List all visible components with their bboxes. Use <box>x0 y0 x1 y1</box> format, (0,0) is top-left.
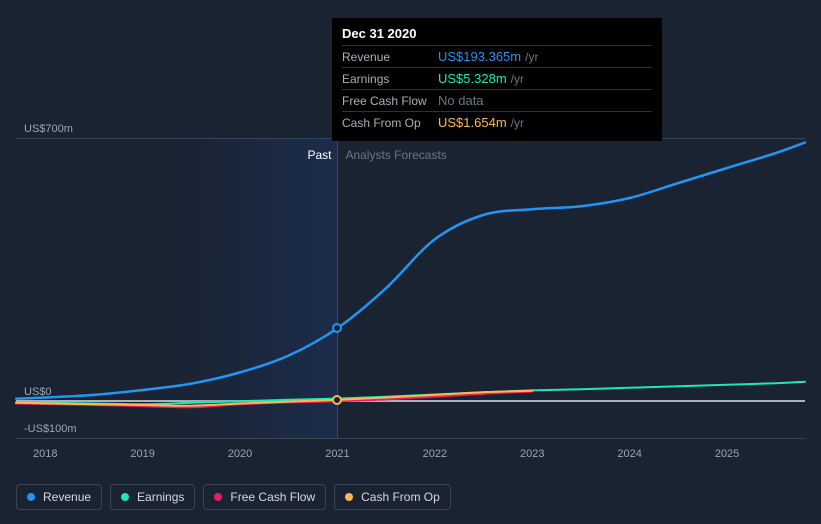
x-tick-label: 2022 <box>423 448 447 460</box>
legend-dot-icon <box>345 493 353 501</box>
legend-dot-icon <box>121 493 129 501</box>
legend-dot-icon <box>27 493 35 501</box>
tooltip-row-unit: /yr <box>511 116 524 130</box>
marker-cfo <box>332 395 342 405</box>
chart-lines <box>16 138 805 438</box>
tooltip-row-label: Free Cash Flow <box>342 94 438 108</box>
x-tick-label: 2023 <box>520 448 544 460</box>
legend-dot-icon <box>214 493 222 501</box>
legend-label: Cash From Op <box>361 490 440 504</box>
plot-area[interactable]: Past Analysts Forecasts <box>16 138 805 438</box>
tooltip-row-unit: /yr <box>525 50 538 64</box>
series-earnings <box>16 382 805 405</box>
tooltip-row-unit: /yr <box>511 72 524 86</box>
x-tick-label: 2025 <box>715 448 739 460</box>
tooltip-row-value: US$5.328m <box>438 71 507 86</box>
y-tick-label: US$700m <box>24 123 73 135</box>
tooltip-row-value: No data <box>438 93 484 108</box>
x-tick-label: 2024 <box>617 448 641 460</box>
marker-revenue <box>332 323 342 333</box>
tooltip-row-value: US$1.654m <box>438 115 507 130</box>
gridline <box>16 438 805 439</box>
legend-item-revenue[interactable]: Revenue <box>16 484 102 510</box>
tooltip-row: Free Cash FlowNo data <box>342 89 652 111</box>
legend-item-fcf[interactable]: Free Cash Flow <box>203 484 326 510</box>
legend-item-cfo[interactable]: Cash From Op <box>334 484 451 510</box>
legend-label: Revenue <box>43 490 91 504</box>
tooltip-row: Cash From OpUS$1.654m/yr <box>342 111 652 133</box>
series-revenue <box>16 143 805 399</box>
tooltip-row: EarningsUS$5.328m/yr <box>342 67 652 89</box>
x-tick-label: 2019 <box>130 448 154 460</box>
legend-label: Earnings <box>137 490 184 504</box>
tooltip-row-label: Earnings <box>342 72 438 86</box>
legend-item-earnings[interactable]: Earnings <box>110 484 195 510</box>
legend-label: Free Cash Flow <box>230 490 315 504</box>
tooltip-row-value: US$193.365m <box>438 49 521 64</box>
x-tick-label: 2020 <box>228 448 252 460</box>
legend: Revenue Earnings Free Cash Flow Cash From O… <box>16 484 451 510</box>
x-tick-label: 2021 <box>325 448 349 460</box>
tooltip-row-label: Cash From Op <box>342 116 438 130</box>
x-tick-label: 2018 <box>33 448 57 460</box>
tooltip: Dec 31 2020 RevenueUS$193.365m/yrEarning… <box>332 18 662 141</box>
tooltip-row: RevenueUS$193.365m/yr <box>342 45 652 67</box>
tooltip-title: Dec 31 2020 <box>342 26 652 45</box>
tooltip-row-label: Revenue <box>342 50 438 64</box>
